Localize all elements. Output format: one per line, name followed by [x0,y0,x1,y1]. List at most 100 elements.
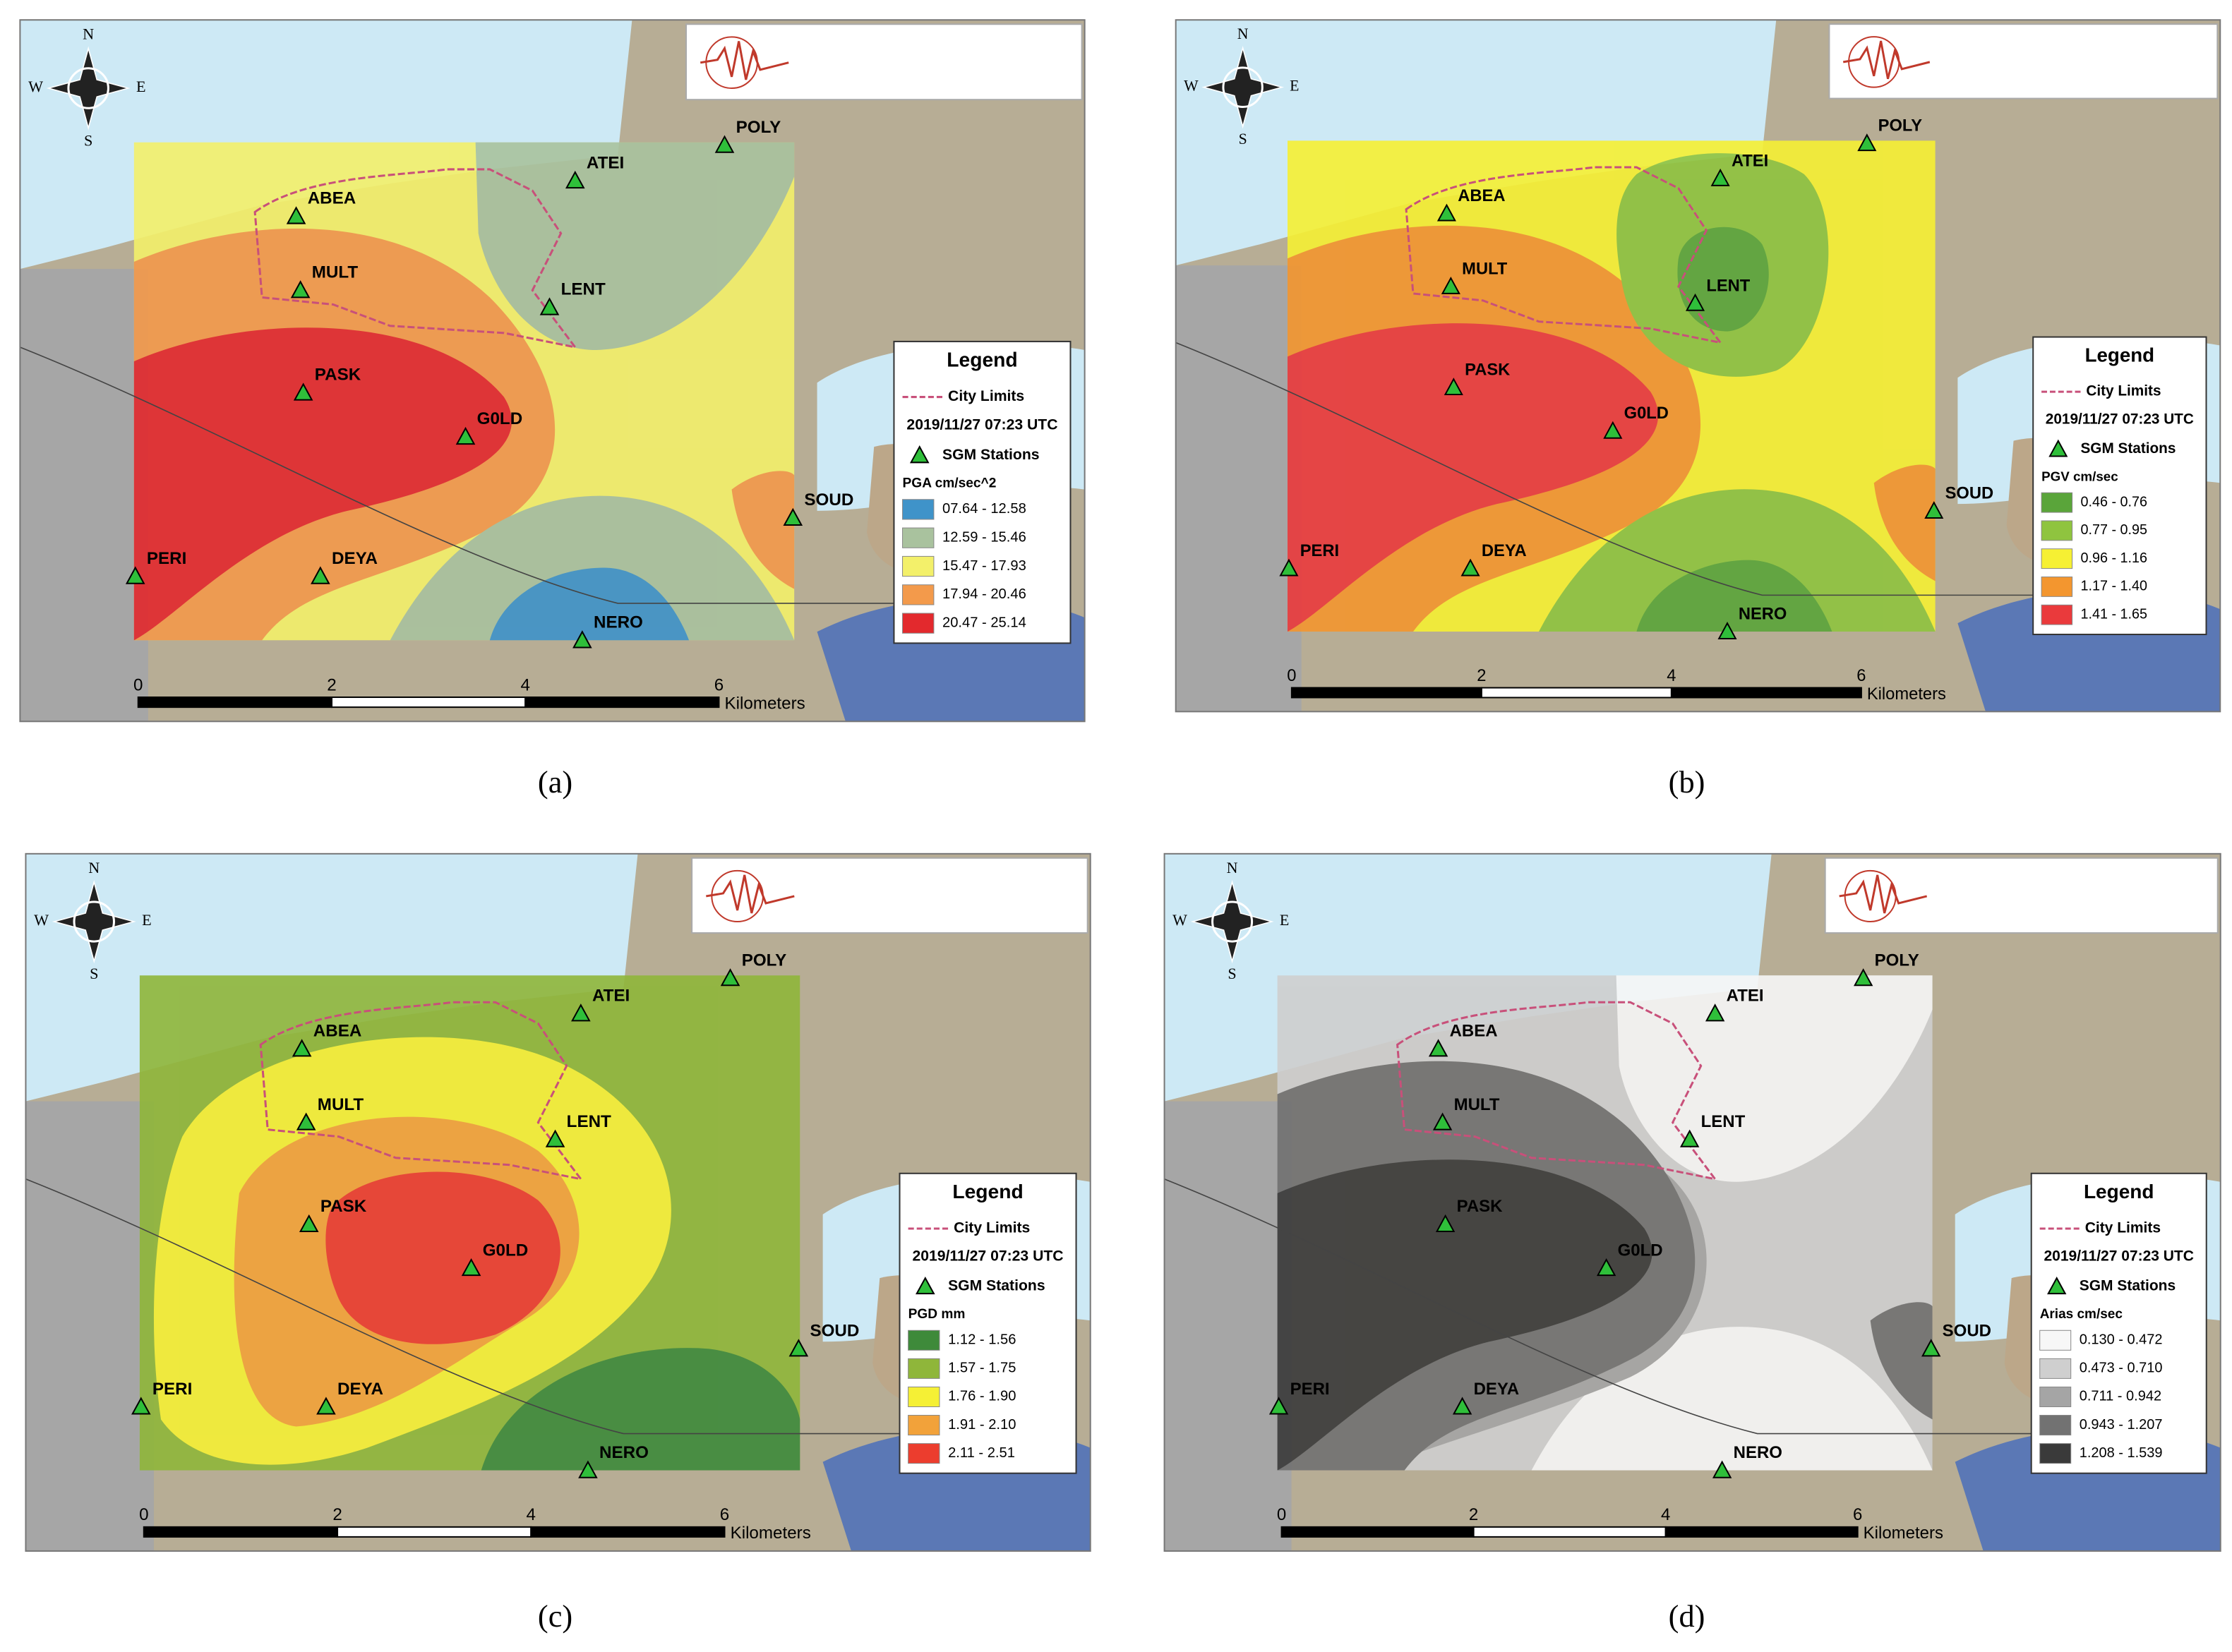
scale-label: 0 [1287,666,1296,685]
station-label: SOUD [1945,483,1994,502]
compass-label: S [1239,131,1247,147]
station-label: PASK [320,1197,367,1216]
station [720,968,740,987]
station-label: MULT [318,1095,364,1114]
legend-stations: SGM Stations [2080,1278,2176,1294]
urban-area [1175,265,1302,712]
station [1717,622,1737,639]
compass-ring [67,67,109,109]
scale-segment [337,1526,532,1538]
compass-label: N [83,25,94,43]
city-limits [1396,1001,1718,1181]
legend-title: Legend [2084,1181,2154,1202]
legend-class: 1.57 - 1.75 [948,1361,1016,1376]
compass-ring [73,900,115,943]
station-label: LENT [1701,1112,1746,1131]
station [1452,1397,1472,1415]
legend-class: 0.943 - 1.207 [2080,1417,2163,1433]
station-label: ABEA [1458,186,1505,205]
scale-label: 6 [714,675,724,694]
legend-date: 2019/11/27 07:23 UTC [906,416,1057,433]
scale-unit: Kilometers [1864,1524,1943,1543]
station [1460,558,1480,577]
logo-box [1828,23,2219,100]
contour-zone [1873,464,1936,581]
map-panel: N S W E ABEA MULT PASK G0LD LENT ATEI POLY SOUD PERI… [25,852,1091,1552]
map-panel: N S W E ABEA MULT PASK G0LD LENT ATEI POLY SOUD PERI… [19,19,1086,723]
station-label: LENT [1706,276,1750,295]
compass-label: E [142,911,152,929]
station-label: DEYA [1474,1380,1519,1399]
scale-label: 0 [133,675,143,694]
station [1710,168,1730,186]
station-label: ABEA [313,1022,362,1041]
compass-label: W [1172,911,1187,929]
legend-title: Legend [952,1181,1023,1202]
panel-caption: (a) [538,764,572,800]
legend-swatch [902,499,935,520]
station-label: MULT [1454,1095,1500,1114]
legend-class: 0.130 - 0.472 [2080,1332,2163,1348]
station-label: ATEI [1727,987,1764,1006]
panel-frame [1175,19,2221,713]
legend-stations: SGM Stations [948,1278,1045,1294]
contour-zone [481,1348,800,1471]
contour-zone [1538,489,1936,632]
legend: Legend City Limits 2019/11/27 07:23 UTC SGM… [2030,1172,2207,1474]
compass-label: E [1280,911,1289,929]
scale-label: 4 [520,675,529,694]
station-label: PERI [1300,541,1339,560]
station [571,1003,591,1022]
legend-swatch [902,584,935,605]
station [1924,501,1944,519]
station [1857,133,1877,152]
station-label: MULT [1462,259,1508,278]
legend-class: 0.711 - 0.942 [2080,1389,2161,1404]
station-label: POLY [1878,116,1923,135]
compass-label: N [1237,25,1249,42]
road [1175,342,2042,596]
scale-segment [524,697,720,709]
scale-segment [530,1526,726,1538]
station [1279,558,1299,577]
legend-swatch [908,1386,940,1407]
compass-ring [1222,66,1264,108]
station [1705,1003,1725,1022]
legend-stations: SGM Stations [942,447,1040,463]
contours [139,975,800,1471]
station [293,382,313,401]
scale-label: 2 [1477,666,1486,685]
legend-swatch [2041,577,2073,597]
legend-station [909,445,930,464]
station [1436,203,1456,222]
station-label: ATEI [1732,151,1768,170]
station [292,1039,312,1057]
contours [1277,975,1933,1471]
legend-swatch [2041,604,2073,625]
station [1603,421,1623,439]
station-label: ABEA [308,189,356,208]
legend-station [2048,439,2068,457]
scale-label: 4 [1661,1505,1670,1524]
compass-label: S [84,132,92,150]
compass-label: W [34,911,49,929]
contour-zone [325,1171,560,1344]
logo [1844,869,1897,923]
station [461,1258,481,1277]
legend-class: 07.64 - 12.58 [942,501,1026,517]
legend-station [2047,1277,2067,1295]
legend-swatch [902,527,935,548]
station-label: G0LD [477,409,523,428]
station-label: PASK [315,366,361,385]
station-label: PASK [1465,361,1510,380]
compass-label: S [1228,965,1236,982]
legend-swatch [908,1443,940,1464]
contour-zone [390,495,795,641]
station-label: DEYA [337,1380,383,1399]
legend-class: 0.77 - 0.95 [2080,522,2147,538]
compass-label: W [1184,78,1199,95]
scale-label: 6 [720,1505,729,1524]
legend-quantity: PGD mm [908,1307,966,1322]
station [1444,378,1463,396]
station-label: LENT [561,280,606,299]
